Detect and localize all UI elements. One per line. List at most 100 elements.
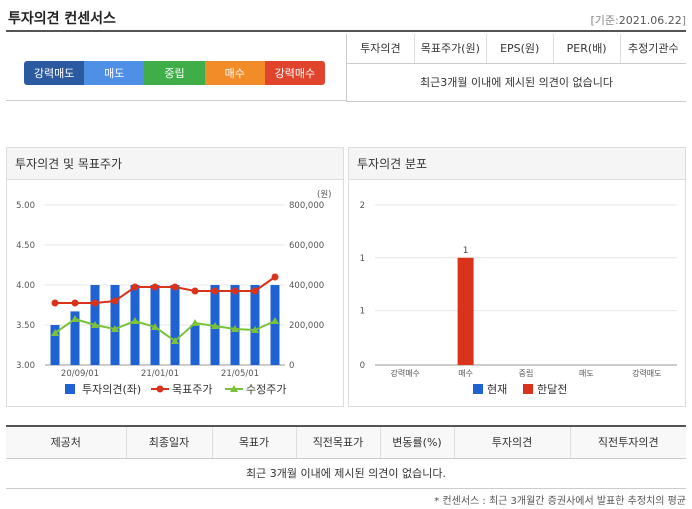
y-right-unit: (원) — [317, 190, 331, 200]
adjusted-price-point — [231, 325, 239, 332]
opinion-bar — [70, 311, 80, 365]
category-label: 매수 — [458, 369, 473, 378]
col-prev-target: 직전목표가 — [295, 425, 380, 459]
legend-swatch-current — [473, 384, 483, 394]
y-tick-label: 1 — [360, 307, 365, 317]
footnote: * 컨센서스 : 최근 3개월간 증권사에서 발표한 추정치의 평균 — [434, 496, 686, 507]
col-analyst-count: 추정기관수 — [619, 34, 686, 64]
adjusted-price-point — [91, 321, 99, 328]
page-title: 투자의견 컨센서스 — [8, 11, 116, 27]
col-target: 목표가 — [211, 425, 296, 459]
consensus-empty-message: 최근3개월 이내에 제시된 의견이 없습니다 — [346, 63, 686, 102]
title-bar: 투자의견 컨센서스 [기준:2021.06.22] — [6, 6, 686, 32]
category-label: 매도 — [579, 369, 594, 378]
provider-table-header: 제공처 최종일자 목표가 직전목표가 변동률(%) 투자의견 직전투자의견 — [6, 425, 686, 459]
x-tick-label: 20/09/01 — [61, 369, 99, 379]
month-ago-bar — [457, 257, 474, 365]
y-right-tick-label: 800,000 — [289, 201, 324, 211]
data-label: 1 — [463, 246, 469, 256]
reference-date: [기준:2021.06.22] — [590, 14, 686, 27]
target-price-point — [51, 299, 59, 307]
adjusted-price-point — [71, 315, 79, 322]
target-price-point — [71, 299, 79, 307]
y-right-tick-label: 0 — [289, 361, 294, 371]
legend-label: 목표주가 — [172, 383, 212, 396]
gauge-strong-sell: 강력매도 — [24, 61, 85, 85]
opinion-bar — [250, 285, 260, 365]
provider-empty-row: 최근 3개월 이내에 제시된 의견이 없습니다. — [6, 458, 686, 489]
adjusted-price-point — [131, 317, 139, 324]
target-price-point — [251, 287, 259, 295]
target-price-point — [111, 297, 119, 305]
category-label: 중립 — [519, 369, 534, 378]
y-tick-label: 1 — [360, 254, 365, 264]
adjusted-price-point — [111, 325, 119, 332]
legend-swatch-month-ago — [523, 384, 533, 394]
consensus-table: 투자의견 목표주가(원) EPS(원) PER(배) 추정기관수 최근3개월 이… — [346, 34, 686, 102]
adjusted-price-point — [51, 329, 59, 336]
adjusted-price-line — [54, 317, 276, 343]
category-label: 강력매도 — [632, 368, 661, 378]
opinion-target-panel: 투자의견 및 목표주가 5.00 4.50 4.00 3.50 3.00 800,000 6… — [6, 147, 344, 407]
col-opinion: 투자의견 — [346, 34, 415, 64]
y-right-tick-label: 600,000 — [289, 241, 324, 251]
target-price-point — [211, 287, 219, 295]
category-label: 강력매수 — [390, 368, 419, 378]
col-change-rate: 변동률(%) — [379, 425, 454, 459]
legend-label: 투자의견(좌) — [82, 383, 141, 396]
target-price-point — [91, 299, 99, 307]
provider-empty-message: 최근 3개월 이내에 제시된 의견이 없습니다. — [6, 458, 686, 489]
opinion-bar — [130, 285, 140, 365]
adjusted-price-point — [151, 323, 159, 330]
target-price-point — [191, 287, 199, 295]
consensus-table-header: 투자의견 목표주가(원) EPS(원) PER(배) 추정기관수 — [346, 34, 686, 64]
y-right-tick-label: 200,000 — [289, 321, 324, 331]
adjusted-price-point — [211, 322, 219, 329]
y-right-tick-label: 400,000 — [289, 281, 324, 291]
y-left-tick-label: 3.50 — [16, 321, 35, 331]
opinion-bar — [190, 325, 200, 365]
gauge-strong-buy: 강력매수 — [264, 61, 325, 85]
target-price-point — [231, 287, 239, 295]
legend-swatch-opinion — [65, 384, 75, 394]
col-prev-opinion: 직전투자의견 — [569, 425, 686, 459]
y-tick-label: 2 — [360, 201, 365, 211]
gauge-sell: 매도 — [84, 61, 145, 85]
adjusted-price-point — [191, 319, 199, 326]
target-price-line — [55, 276, 276, 304]
y-left-tick-label: 4.50 — [16, 241, 35, 251]
col-target-price: 목표주가(원) — [413, 34, 487, 64]
y-left-tick-label: 4.00 — [16, 281, 35, 291]
gauge-neutral: 중립 — [144, 61, 205, 85]
legend-label: 현재 — [487, 383, 507, 396]
gauge-buy: 매수 — [204, 61, 265, 85]
adjusted-price-point — [271, 317, 279, 324]
col-last-date: 최종일자 — [125, 425, 212, 459]
opinion-target-title: 투자의견 및 목표주가 — [7, 148, 343, 180]
distribution-panel: 투자의견 분포 2 1 1 0 강력매수 매수 1 중립 매도 강력매도 현재 한달전 — [348, 147, 686, 407]
legend-marker-target — [156, 385, 164, 393]
target-price-point — [171, 283, 179, 291]
legend-label: 한달전 — [537, 383, 567, 396]
col-per: PER(배) — [552, 34, 621, 64]
legend-label: 수정주가 — [246, 383, 286, 396]
consensus-empty-row: 최근3개월 이내에 제시된 의견이 없습니다 — [346, 63, 686, 102]
target-price-point — [151, 283, 159, 291]
x-tick-label: 21/01/01 — [141, 369, 179, 379]
adjusted-price-point — [171, 337, 179, 344]
legend-marker-adjusted — [230, 385, 238, 392]
opinion-bar — [170, 285, 180, 365]
y-left-tick-label: 5.00 — [16, 201, 35, 211]
provider-table: 제공처 최종일자 목표가 직전목표가 변동률(%) 투자의견 직전투자의견 최근… — [6, 425, 686, 489]
opinion-bar — [270, 285, 280, 365]
col-eps: EPS(원) — [485, 34, 554, 64]
opinion-target-chart: 5.00 4.50 4.00 3.50 3.00 800,000 600,000 400,00… — [16, 190, 331, 396]
opinion-gauge-box: 강력매도 매도 중립 매수 강력매수 — [6, 34, 346, 101]
opinion-bar — [50, 325, 60, 365]
y-left-tick-label: 3.00 — [16, 361, 35, 371]
opinion-gauge: 강력매도 매도 중립 매수 강력매수 — [24, 61, 325, 85]
x-tick-label: 21/05/01 — [221, 369, 259, 379]
target-price-point — [131, 283, 139, 291]
distribution-title: 투자의견 분포 — [349, 148, 685, 180]
